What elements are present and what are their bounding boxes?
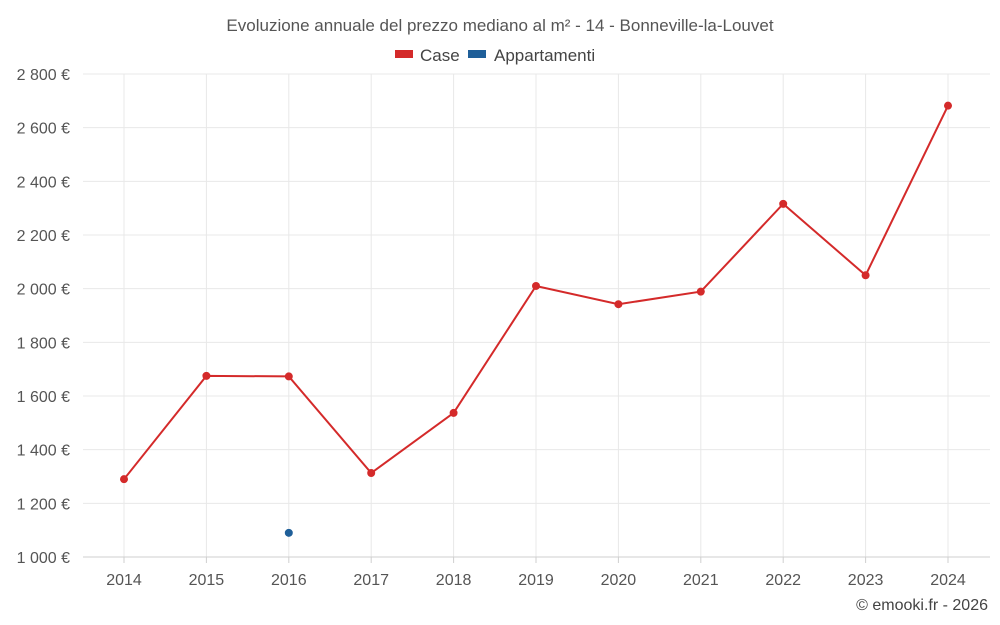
data-point-case-2014[interactable] (120, 475, 128, 484)
series-layer (120, 101, 952, 537)
x-axis: 2014 2015 2016 2017 2018 2019 2020 2021 2022 2023… (83, 556, 990, 589)
data-point-case-2017[interactable] (367, 469, 376, 478)
x-tick-label: 2024 (930, 572, 966, 589)
legend-label-case[interactable]: Case (420, 46, 460, 65)
x-tick-label: 2015 (189, 572, 225, 589)
x-tick-label: 2022 (765, 572, 801, 589)
y-tick-label: 2 800 € (17, 67, 70, 84)
data-point-case-2016[interactable] (284, 372, 293, 381)
data-point-appartamenti-2016[interactable] (284, 528, 293, 537)
x-tick-label: 2023 (848, 572, 884, 589)
x-tick-label: 2021 (683, 572, 719, 589)
y-tick-label: 1 800 € (17, 335, 70, 352)
x-tick-label: 2017 (353, 572, 389, 589)
x-tick-label: 2014 (106, 572, 142, 589)
legend-label-appartamenti[interactable]: Appartamenti (494, 46, 595, 65)
y-tick-label: 1 600 € (17, 389, 70, 406)
data-point-case-2020[interactable] (614, 300, 623, 309)
y-tick-label: 1 200 € (17, 496, 70, 513)
data-point-case-2021[interactable] (696, 287, 705, 296)
data-point-case-2024[interactable] (944, 101, 952, 110)
data-point-case-2022[interactable] (779, 199, 788, 208)
legend-swatch-case (395, 50, 413, 58)
data-point-case-2023[interactable] (861, 271, 870, 280)
legend: Case Appartamenti (395, 46, 595, 65)
grid (83, 73, 990, 558)
y-tick-label: 2 400 € (17, 174, 70, 191)
y-tick-label: 1 400 € (17, 443, 70, 460)
y-tick-label: 2 600 € (17, 121, 70, 138)
data-point-case-2018[interactable] (449, 408, 458, 417)
y-tick-label: 1 000 € (17, 550, 70, 567)
y-axis: 1 000 € 1 200 € 1 400 € 1 600 € 1 800 € 2 000… (17, 67, 70, 567)
x-tick-label: 2016 (271, 572, 307, 589)
x-tick-label: 2018 (436, 572, 472, 589)
x-tick-label: 2019 (518, 572, 554, 589)
y-tick-label: 2 200 € (17, 228, 70, 245)
footer-credit: © emooki.fr - 2026 (856, 597, 988, 614)
legend-swatch-appartamenti (468, 50, 486, 58)
chart-title: Evoluzione annuale del prezzo mediano al… (226, 16, 773, 35)
data-point-case-2015[interactable] (202, 371, 211, 380)
data-point-case-2019[interactable] (532, 281, 540, 290)
x-tick-label: 2020 (601, 572, 637, 589)
y-tick-label: 2 000 € (17, 282, 70, 299)
